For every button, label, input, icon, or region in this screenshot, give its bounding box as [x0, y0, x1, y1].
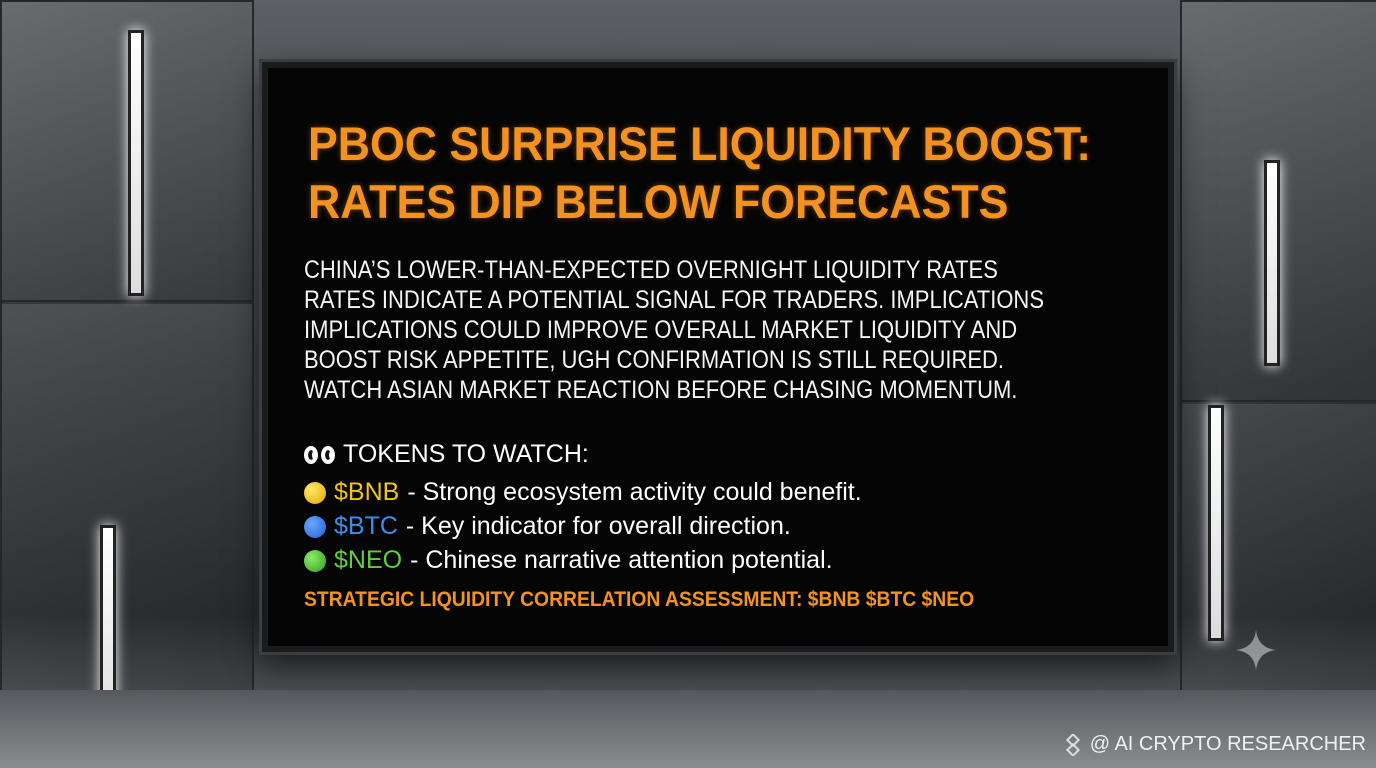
- footer: STRATEGIC LIQUIDITY CORRELATION ASSESSME…: [304, 588, 975, 611]
- wall-light: [128, 30, 144, 296]
- headline: PBOC SURPRISE LIQUIDITY BOOST:: [308, 117, 1092, 170]
- watermark-icon: [1065, 733, 1080, 756]
- eyes-icon: [304, 445, 335, 464]
- token-ticker: $BTC: [334, 512, 398, 540]
- wall-panel: [0, 0, 254, 304]
- wall-light: [1208, 405, 1224, 641]
- token-row: $BNB - Strong ecosystem activity could b…: [304, 478, 862, 507]
- token-ticker: $BNB: [334, 478, 400, 506]
- token-row: $BTC - Key indicator for overall directi…: [304, 512, 791, 541]
- watermark-row: @ AI CRYPTO RESEARCHER: [1062, 733, 1366, 756]
- tokens-heading: TOKENS TO WATCH:: [343, 440, 589, 468]
- body-line: WATCH ASIAN MARKET REACTION BEFORE CHASI…: [304, 376, 1018, 404]
- token-ticker: $NEO: [334, 546, 403, 574]
- token-icon: [304, 481, 326, 504]
- body-line: CHINA’S LOWER-THAN-EXPECTED OVERNIGHT LI…: [304, 256, 998, 284]
- wall-panel: [0, 300, 254, 704]
- body-line: RATES INDICATE A POTENTIAL SIGNAL FOR TR…: [304, 286, 1044, 314]
- screen: PBOC SURPRISE LIQUIDITY BOOST: RATES DIP…: [262, 62, 1174, 652]
- body-line: BOOST RISK APPETITE, UGH CONFIRMATION IS…: [304, 346, 1005, 374]
- sparkle: [1236, 630, 1276, 670]
- floor: [0, 690, 1376, 768]
- token-row: $NEO - Chinese narrative attention poten…: [304, 546, 833, 575]
- headline: RATES DIP BELOW FORECASTS: [308, 175, 1009, 228]
- token-icon: [304, 515, 326, 538]
- body-line: IMPLICATIONS COULD IMPROVE OVERALL MARKE…: [304, 316, 1018, 344]
- token-icon: [304, 549, 326, 572]
- wall-light: [1264, 160, 1280, 366]
- tokens-heading-row: TOKENS TO WATCH:: [304, 440, 589, 469]
- token-text: - Strong ecosystem activity could benefi…: [407, 478, 862, 506]
- token-text: - Chinese narrative attention potential.: [410, 546, 833, 574]
- watermark: @ AI CRYPTO RESEARCHER: [1089, 733, 1366, 755]
- token-text: - Key indicator for overall direction.: [405, 512, 791, 540]
